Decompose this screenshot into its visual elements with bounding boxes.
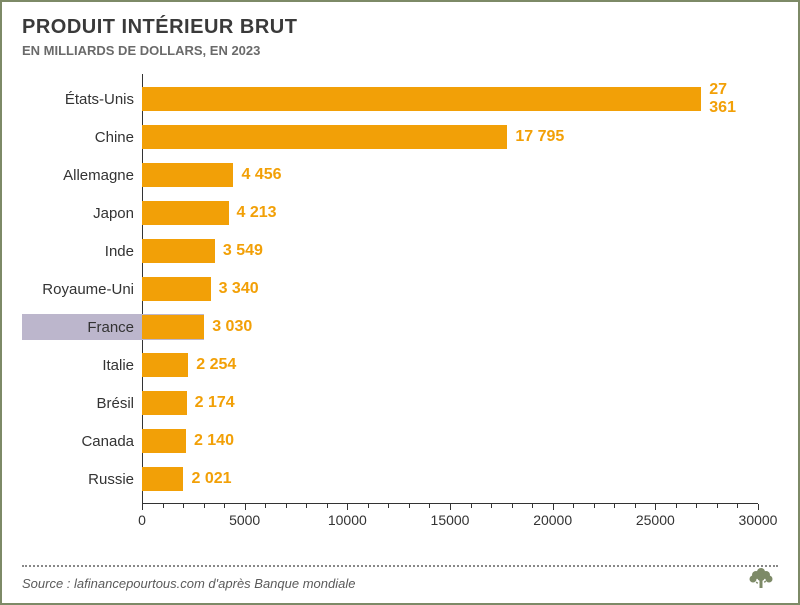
category-label: Brésil: [30, 395, 142, 412]
page-subtitle: EN MILLIARDS DE DOLLARS, EN 2023: [22, 43, 778, 58]
category-label: Chine: [30, 129, 142, 146]
x-minor-tick: [388, 504, 389, 508]
value-label: 2 140: [194, 432, 234, 450]
value-label: 2 021: [191, 470, 231, 488]
x-minor-tick: [327, 504, 328, 508]
bar: [142, 87, 701, 111]
x-tick: [553, 504, 554, 510]
bar: [142, 391, 187, 415]
category-label: Allemagne: [30, 167, 142, 184]
x-minor-tick: [512, 504, 513, 508]
x-tick-label: 15000: [431, 512, 470, 528]
value-label: 2 254: [196, 356, 236, 374]
x-minor-tick: [573, 504, 574, 508]
plot-region: États-Unis27 361Chine17 795Allemagne4 45…: [142, 74, 758, 504]
x-minor-tick: [471, 504, 472, 508]
chart-area: États-Unis27 361Chine17 795Allemagne4 45…: [22, 74, 778, 544]
value-label: 17 795: [515, 128, 564, 146]
value-label: 3 030: [212, 318, 252, 336]
category-label: États-Unis: [30, 91, 142, 108]
x-tick: [142, 504, 143, 510]
x-minor-tick: [163, 504, 164, 508]
bar-row: Brésil2 174: [142, 384, 758, 422]
category-label: Inde: [30, 243, 142, 260]
x-minor-tick: [737, 504, 738, 508]
x-minor-tick: [204, 504, 205, 508]
x-tick-label: 0: [138, 512, 146, 528]
x-tick: [347, 504, 348, 510]
tree-icon: [746, 564, 776, 595]
bar: [142, 315, 204, 339]
category-label: Canada: [30, 433, 142, 450]
x-minor-tick: [696, 504, 697, 508]
x-minor-tick: [368, 504, 369, 508]
x-minor-tick: [614, 504, 615, 508]
bar-row: Royaume-Uni3 340: [142, 270, 758, 308]
source-text: Source : lafinancepourtous.com d'après B…: [22, 576, 355, 591]
bar-row: Japon4 213: [142, 194, 758, 232]
bar: [142, 467, 183, 491]
bar-row: Inde3 549: [142, 232, 758, 270]
x-tick: [655, 504, 656, 510]
x-tick-label: 30000: [739, 512, 778, 528]
chart-frame: PRODUIT INTÉRIEUR BRUT EN MILLIARDS DE D…: [0, 0, 800, 605]
bar: [142, 353, 188, 377]
x-tick-label: 10000: [328, 512, 367, 528]
x-minor-tick: [409, 504, 410, 508]
category-label: Japon: [30, 205, 142, 222]
x-minor-tick: [286, 504, 287, 508]
bar-row: Chine17 795: [142, 118, 758, 156]
bar-row: États-Unis27 361: [142, 80, 758, 118]
x-tick: [245, 504, 246, 510]
value-label: 3 549: [223, 242, 263, 260]
x-minor-tick: [676, 504, 677, 508]
value-label: 27 361: [709, 81, 758, 117]
x-minor-tick: [635, 504, 636, 508]
bar-row: Allemagne4 456: [142, 156, 758, 194]
x-tick: [758, 504, 759, 510]
bar-row: Italie2 254: [142, 346, 758, 384]
bar: [142, 163, 233, 187]
category-label: France: [30, 319, 142, 336]
x-tick-label: 20000: [533, 512, 572, 528]
x-minor-tick: [306, 504, 307, 508]
x-minor-tick: [224, 504, 225, 508]
bar-row: France3 030: [142, 308, 758, 346]
bar: [142, 239, 215, 263]
x-minor-tick: [594, 504, 595, 508]
x-minor-tick: [717, 504, 718, 508]
bar: [142, 201, 229, 225]
category-label: Italie: [30, 357, 142, 374]
x-minor-tick: [532, 504, 533, 508]
x-minor-tick: [429, 504, 430, 508]
bar-row: Canada2 140: [142, 422, 758, 460]
page-title: PRODUIT INTÉRIEUR BRUT: [22, 16, 778, 39]
value-label: 2 174: [195, 394, 235, 412]
value-label: 4 213: [237, 204, 277, 222]
bar-row: Russie2 021: [142, 460, 758, 498]
value-label: 4 456: [241, 166, 281, 184]
category-label: Russie: [30, 471, 142, 488]
x-minor-tick: [183, 504, 184, 508]
x-tick-label: 5000: [229, 512, 260, 528]
x-tick-label: 25000: [636, 512, 675, 528]
bar: [142, 125, 507, 149]
value-label: 3 340: [219, 280, 259, 298]
bar: [142, 277, 211, 301]
bar: [142, 429, 186, 453]
x-minor-tick: [491, 504, 492, 508]
footer-rule: [22, 565, 778, 567]
x-tick: [450, 504, 451, 510]
x-minor-tick: [265, 504, 266, 508]
category-label: Royaume-Uni: [30, 281, 142, 298]
